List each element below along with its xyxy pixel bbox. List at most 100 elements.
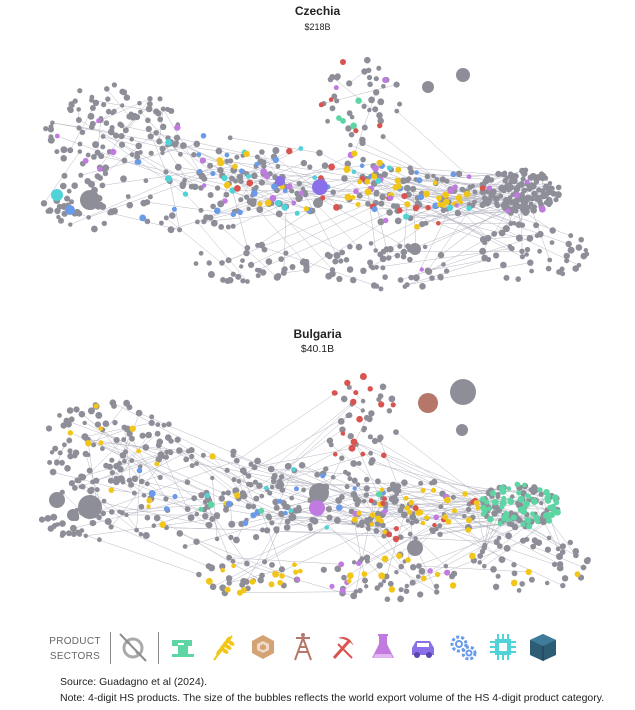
product-node [546, 535, 552, 541]
product-node [256, 482, 263, 489]
product-node [374, 264, 379, 270]
product-node [445, 518, 452, 525]
product-node [60, 422, 67, 429]
product-node [253, 534, 260, 541]
product-node [199, 157, 206, 164]
product-node [243, 194, 250, 200]
product-node [100, 446, 105, 452]
product-node [378, 401, 385, 408]
product-node [93, 403, 99, 409]
product-node [225, 575, 233, 582]
product-node [334, 98, 340, 104]
product-node [108, 524, 114, 530]
product-node [490, 490, 496, 497]
product-node [367, 434, 373, 440]
product-node [477, 560, 483, 565]
product-node [59, 520, 66, 527]
product-node [434, 589, 440, 595]
product-node [340, 118, 346, 124]
product-node [540, 188, 546, 194]
product-node [258, 241, 266, 249]
product-node [200, 133, 207, 139]
product-node [382, 529, 388, 535]
product-node [575, 244, 583, 251]
product-node [520, 507, 527, 515]
product-node [210, 219, 218, 227]
product-node [555, 546, 561, 552]
product-node [78, 172, 84, 178]
product-node [269, 562, 275, 568]
product-node [440, 207, 447, 214]
product-node [417, 591, 424, 598]
product-node [194, 461, 200, 466]
product-node [198, 207, 204, 213]
product-node [291, 200, 297, 206]
product-node [227, 135, 233, 141]
product-node [496, 535, 502, 541]
product-node [146, 497, 153, 504]
product-node [251, 464, 258, 471]
product-node [418, 567, 426, 575]
product-node [149, 414, 155, 420]
product-node [74, 477, 81, 484]
product-node [261, 246, 268, 253]
product-node [331, 93, 338, 100]
product-node [561, 575, 569, 582]
product-node [442, 191, 450, 199]
product-node [204, 492, 211, 499]
product-node [572, 548, 580, 555]
product-node [45, 208, 51, 214]
product-node [493, 252, 500, 259]
product-node [184, 506, 191, 512]
product-node [345, 125, 352, 132]
product-node [350, 592, 358, 600]
large-product-node [309, 483, 329, 503]
product-node [340, 431, 346, 436]
product-node [129, 435, 135, 442]
product-node [90, 520, 97, 526]
product-node [349, 114, 355, 120]
product-node [466, 517, 473, 524]
product-node [210, 475, 215, 481]
product-node [491, 231, 498, 237]
product-node [404, 583, 409, 589]
product-node [92, 99, 100, 107]
product-node [329, 583, 335, 589]
product-node [51, 523, 57, 530]
product-node [376, 65, 382, 71]
product-node [519, 254, 526, 260]
product-node [93, 477, 100, 484]
product-node [137, 100, 142, 106]
product-node [66, 407, 74, 414]
product-node [437, 251, 445, 259]
product-node [138, 503, 145, 510]
product-node [364, 188, 372, 196]
product-node [295, 195, 303, 203]
product-node [395, 166, 402, 173]
product-node [142, 444, 150, 451]
product-node [370, 282, 378, 289]
product-node [486, 185, 493, 191]
product-node [83, 533, 89, 538]
product-node [368, 241, 374, 246]
product-node [277, 579, 283, 586]
product-node [70, 524, 77, 532]
product-node [438, 504, 444, 510]
product-node [172, 493, 178, 500]
product-node [191, 152, 197, 158]
product-sectors-legend: PRODUCT SECTORS [40, 628, 600, 668]
product-node [455, 194, 463, 202]
product-node [347, 433, 354, 440]
product-node [391, 498, 399, 505]
product-node [122, 458, 127, 464]
legend-label: PRODUCT SECTORS [46, 634, 104, 664]
product-node [246, 179, 254, 187]
product-node [98, 426, 103, 431]
product-node [362, 577, 368, 584]
product-node [386, 531, 392, 538]
product-node [332, 258, 339, 265]
product-node [394, 108, 400, 114]
electronics-chip-icon [490, 634, 516, 660]
product-node [284, 462, 292, 470]
large-product-node [80, 190, 100, 210]
